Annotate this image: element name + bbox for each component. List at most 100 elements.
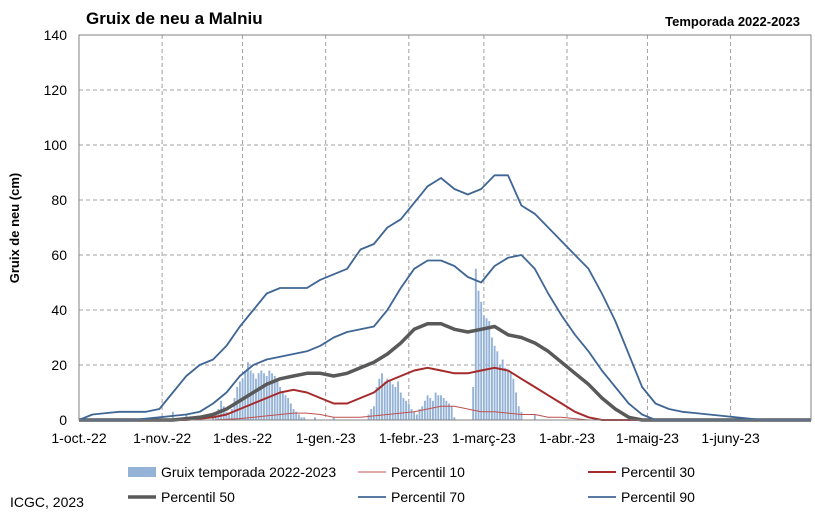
snow-depth-bar <box>480 301 483 420</box>
y-axis-label: Gruix de neu (cm) <box>7 173 22 284</box>
y-tick-label: 40 <box>51 302 67 318</box>
series-line-p90 <box>78 174 811 421</box>
snow-depth-bar <box>257 373 260 420</box>
snow-depth-bar <box>515 392 517 420</box>
snow-depth-bar <box>394 387 397 420</box>
snow-depth-bar <box>445 400 448 420</box>
snow-depth-bar <box>429 398 432 420</box>
snow-depth-bar <box>383 381 386 420</box>
snow-depth-bar <box>496 351 499 420</box>
y-tick-label: 140 <box>44 27 68 43</box>
snow-depth-bar <box>244 370 247 420</box>
legend-label-bars: Gruix temporada 2022-2023 <box>161 464 336 480</box>
snow-depth-bar <box>415 414 418 420</box>
snow-depth-bar <box>405 400 408 420</box>
x-axis-ticks: 1-oct.-22 1-nov.-22 1-des.-22 1-gen.-23 1-fe… <box>51 430 760 446</box>
legend-label-p90: Percentil 90 <box>621 489 695 505</box>
snow-depth-bar <box>246 362 249 420</box>
snow-depth-bar <box>520 411 523 420</box>
x-tick-label: 1-gen.-23 <box>296 430 356 446</box>
y-tick-label: 120 <box>44 82 68 98</box>
legend-swatch-bars <box>128 467 156 477</box>
snow-depth-bar <box>421 406 424 420</box>
snow-depth-bar <box>477 290 480 420</box>
snow-depth-bar <box>279 387 282 420</box>
snow-depth-bar <box>281 392 284 420</box>
snow-depth-bar <box>413 411 416 420</box>
snow-depth-bar <box>507 370 509 420</box>
snow-depth-bar <box>391 384 394 420</box>
snow-depth-bar <box>533 414 536 420</box>
chart-title: Gruix de neu a Malniu <box>86 9 263 28</box>
snow-depth-bar <box>437 395 440 420</box>
y-tick-label: 80 <box>51 192 67 208</box>
snow-depth-bar <box>450 406 453 420</box>
snow-depth-bar <box>490 337 493 420</box>
snow-depth-bar <box>367 414 370 420</box>
legend-label-p30: Percentil 30 <box>621 464 695 480</box>
snow-depth-bar <box>442 398 445 420</box>
legend-label-p70: Percentil 70 <box>391 489 465 505</box>
snow-depth-bar <box>504 367 507 420</box>
series-line-p10 <box>79 405 811 421</box>
snow-depth-bar <box>399 392 402 420</box>
legend: Gruix temporada 2022-2023 Percentil 10 Per… <box>128 464 695 505</box>
snow-depth-bar <box>402 398 405 420</box>
percentile-lines <box>78 174 811 422</box>
snow-depth-bar <box>252 373 255 420</box>
grid-lines <box>79 35 811 420</box>
snow-depth-bar <box>287 398 290 420</box>
snow-depth-bar <box>499 365 501 420</box>
y-tick-label: 100 <box>44 137 68 153</box>
snow-depth-bar <box>440 395 442 420</box>
plot-area-frame <box>78 34 812 421</box>
snow-depth-bar <box>386 378 389 420</box>
snow-depth-bar <box>493 345 496 420</box>
snow-depth-bar <box>501 359 504 420</box>
series-line-p70 <box>79 254 811 421</box>
snow-depth-bar <box>407 403 410 420</box>
snow-depth-bar <box>314 417 316 420</box>
snow-depth-bar <box>222 406 225 420</box>
snow-depth-bar <box>434 392 437 420</box>
snow-depth-bar <box>370 409 373 420</box>
legend-label-p10: Percentil 10 <box>391 464 465 480</box>
snow-depth-bar <box>255 378 257 420</box>
x-tick-label: 1-febr.-23 <box>379 430 439 446</box>
snow-depth-bar <box>276 381 279 420</box>
snow-depth-bar <box>418 409 421 420</box>
snow-depth-bar <box>381 373 383 420</box>
snow-depth-bar <box>230 409 233 420</box>
snow-depth-bar <box>332 417 335 420</box>
snow-depth-bar <box>260 370 263 420</box>
snow-depth-bar <box>284 395 287 420</box>
x-tick-label: 1-des.-22 <box>213 430 272 446</box>
snow-depth-bar <box>225 411 228 420</box>
snow-depth-bar <box>373 406 375 420</box>
snow-depth-bar <box>273 376 276 420</box>
legend-label-p50: Percentil 50 <box>161 489 235 505</box>
snow-depth-bar <box>263 373 265 420</box>
snow-depth-bar <box>397 381 400 420</box>
snow-depth-bar <box>375 387 378 420</box>
snow-depth-bar <box>426 395 429 420</box>
snow-depth-bar <box>303 417 306 420</box>
snow-depth-bar <box>212 417 215 420</box>
snow-depth-bar <box>431 400 434 420</box>
snow-depth-bar <box>300 417 303 420</box>
snow-depth-bar <box>488 321 491 420</box>
snow-depth-bar <box>509 373 512 420</box>
series-line-p50 <box>79 322 811 422</box>
y-axis-ticks: 0 20 40 60 80 100 120 140 <box>44 27 68 428</box>
x-tick-label: 1-juny-23 <box>701 430 760 446</box>
snow-depth-bar <box>448 403 450 420</box>
snow-depth-bar <box>410 409 413 420</box>
snow-depth-bar <box>289 403 292 420</box>
x-tick-label: 1-abr.-23 <box>539 430 595 446</box>
x-tick-label: 1-oct.-22 <box>51 430 106 446</box>
snow-depth-bar <box>453 417 456 420</box>
y-tick-label: 60 <box>51 247 67 263</box>
x-tick-label: 1-maig-23 <box>616 430 679 446</box>
snow-depth-bar <box>482 315 485 420</box>
